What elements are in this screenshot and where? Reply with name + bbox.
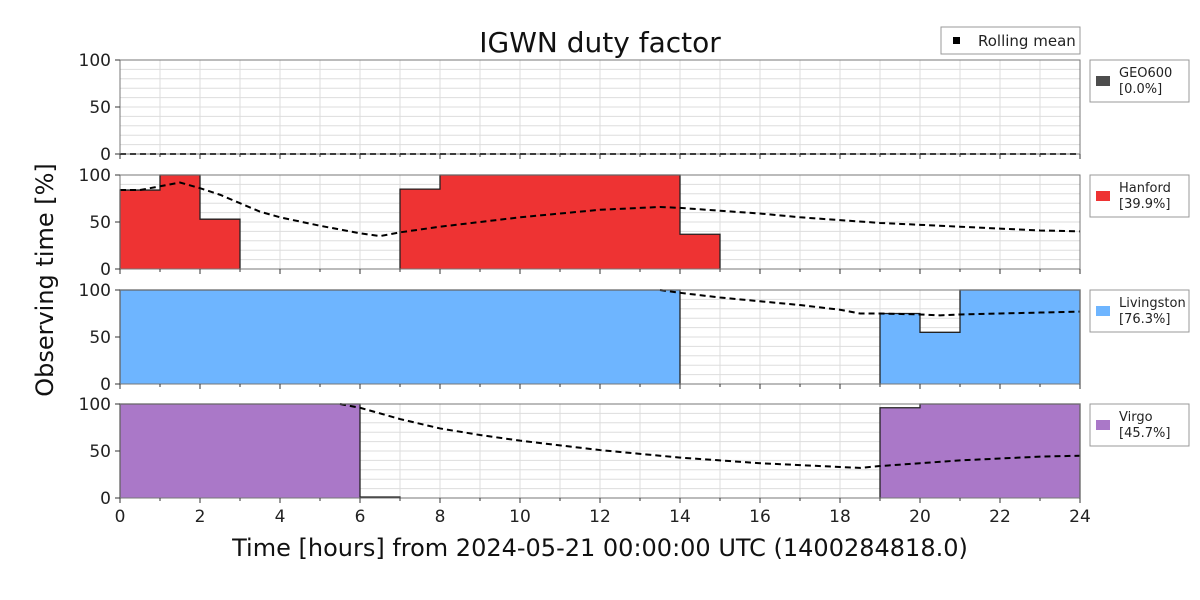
x-tick-label: 20: [909, 507, 931, 527]
legend-swatch: [1096, 306, 1110, 316]
chart-title: IGWN duty factor: [479, 26, 721, 59]
duty-bar-livingston: [240, 290, 280, 384]
legend-series-name: GEO600: [1119, 66, 1172, 81]
duty-bar-virgo: [160, 404, 200, 498]
rolling-mean-line-hanford: [120, 181, 1081, 238]
y-tick-label: 0: [100, 375, 111, 395]
rolling-mean-legend-marker: [953, 37, 960, 44]
duty-bar-virgo: [960, 404, 1000, 498]
duty-bar-virgo: [1000, 404, 1040, 498]
duty-bar-livingston: [440, 290, 480, 384]
legend-swatch: [1096, 191, 1110, 201]
legend-virgo: Virgo[45.7%]: [1089, 403, 1190, 447]
legend-series-summary: [45.7%]: [1119, 426, 1170, 441]
x-tick-label: 14: [669, 507, 691, 527]
rolling-mean-line-livingston: [659, 289, 1081, 317]
y-tick-label: 100: [79, 166, 111, 186]
legend-swatch: [1096, 420, 1110, 430]
rolling-mean-legend-frame: [940, 26, 1081, 55]
legend-series-summary: [0.0%]: [1119, 82, 1162, 97]
duty-bar-livingston: [1040, 290, 1080, 384]
x-tick-label: 22: [989, 507, 1011, 527]
legend-hanford: Hanford[39.9%]: [1089, 174, 1190, 218]
duty-bar-livingston: [600, 290, 640, 384]
x-tick-label: 10: [509, 507, 531, 527]
panel-livingston: 0 50 100 Livingston[76.3%]: [79, 281, 1190, 395]
duty-bar-livingston: [560, 290, 600, 384]
duty-bar-livingston: [280, 290, 320, 384]
y-tick-label: 50: [89, 442, 111, 462]
legend-series-summary: [39.9%]: [1119, 197, 1170, 212]
duty-bar-livingston: [1000, 290, 1040, 384]
x-tick-label: 4: [275, 507, 286, 527]
duty-bar-virgo: [320, 404, 360, 498]
duty-bar-virgo: [1040, 404, 1080, 498]
duty-bar-virgo: [880, 407, 920, 498]
x-tick-label: 12: [589, 507, 611, 527]
x-tick-label: 16: [749, 507, 771, 527]
duty-bar-livingston: [320, 290, 360, 384]
duty-bar-virgo: [240, 404, 280, 498]
legend-frame: [1089, 174, 1190, 218]
duty-bar-hanford: [600, 175, 640, 269]
duty-bar-virgo: [200, 404, 240, 498]
duty-bar-virgo: [920, 404, 960, 498]
duty-bar-livingston: [640, 290, 680, 384]
y-tick-label: 100: [79, 395, 111, 415]
duty-bar-livingston: [400, 290, 440, 384]
y-tick-label: 100: [79, 281, 111, 301]
duty-bar-livingston: [880, 313, 920, 384]
duty-bar-hanford: [200, 219, 240, 269]
y-axis-label: Observing time [%]: [31, 163, 59, 397]
duty-bar-livingston: [920, 332, 960, 384]
y-tick-label: 0: [100, 260, 111, 280]
panel-geo600: 0 50 100 GEO600[0.0%]: [79, 51, 1190, 165]
duty-bar-virgo: [120, 404, 160, 498]
legend-swatch: [1096, 76, 1110, 86]
duty-bar-livingston: [200, 290, 240, 384]
duty-bar-hanford: [400, 189, 440, 269]
y-tick-label: 50: [89, 213, 111, 233]
legend-series-summary: [76.3%]: [1119, 312, 1170, 327]
x-tick-label: 6: [355, 507, 366, 527]
panels-group: 050100GEO600[0.0%]050100Hanford[39.9%]05…: [79, 51, 1190, 527]
x-tick-label: 24: [1069, 507, 1091, 527]
duty-bar-hanford: [480, 175, 520, 269]
y-tick-label: 0: [100, 489, 111, 509]
rolling-mean-legend: Rolling mean: [940, 26, 1081, 55]
duty-bar-livingston: [480, 290, 520, 384]
legend-livingston: Livingston[76.3%]: [1089, 289, 1190, 333]
x-tick-label: 8: [435, 507, 446, 527]
y-tick-label: 100: [79, 51, 111, 71]
duty-bar-hanford: [520, 175, 560, 269]
duty-bar-hanford: [680, 234, 720, 269]
x-tick-label: 2: [195, 507, 206, 527]
panel-hanford: 0 50 100 Hanford[39.9%]: [79, 166, 1190, 280]
duty-bar-hanford: [160, 175, 200, 269]
legend-series-name: Virgo: [1119, 410, 1153, 425]
duty-bar-livingston: [960, 290, 1000, 384]
duty-bar-livingston: [520, 290, 560, 384]
legend-series-name: Livingston: [1119, 296, 1186, 311]
duty-bar-hanford: [640, 175, 680, 269]
y-tick-label: 0: [100, 145, 111, 165]
duty-bar-livingston: [160, 290, 200, 384]
legend-geo600: GEO600[0.0%]: [1089, 59, 1190, 103]
rolling-mean-line-virgo: [339, 403, 1081, 469]
x-tick-label: 18: [829, 507, 851, 527]
x-axis-label: Time [hours] from 2024-05-21 00:00:00 UT…: [231, 534, 968, 562]
y-tick-label: 50: [89, 328, 111, 348]
duty-bar-virgo: [280, 404, 320, 498]
x-tick-label: 0: [115, 507, 126, 527]
duty-bar-hanford: [560, 175, 600, 269]
rolling-mean-legend-label: Rolling mean: [978, 32, 1076, 50]
duty-bar-livingston: [120, 290, 160, 384]
duty-bar-livingston: [360, 290, 400, 384]
y-tick-label: 50: [89, 98, 111, 118]
duty-bar-hanford: [120, 190, 160, 269]
legend-series-name: Hanford: [1119, 181, 1171, 196]
